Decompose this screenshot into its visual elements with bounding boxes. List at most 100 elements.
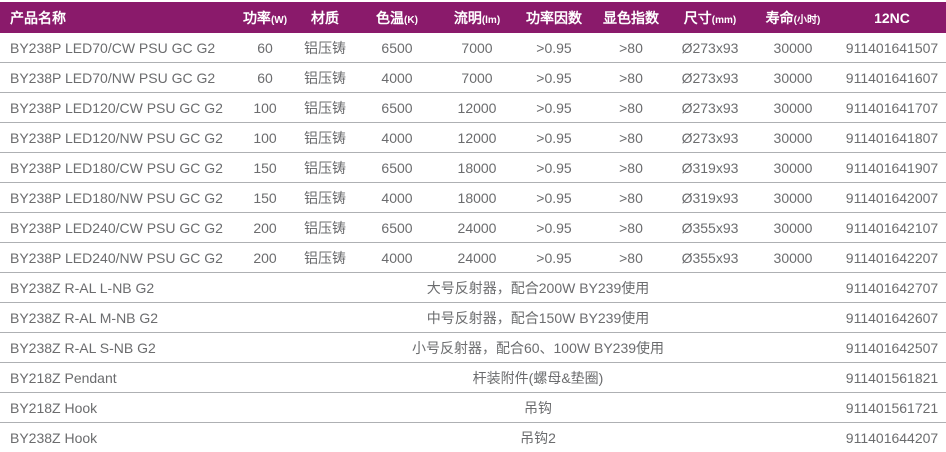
table-row: BY238P LED70/NW PSU GC G2 60 铝压铸 4000 7000 >0… <box>0 62 946 93</box>
header-lifetime-unit: (小时) <box>793 14 821 26</box>
cell-power-factor: >0.95 <box>518 62 590 93</box>
cell-size: Ø273x93 <box>672 122 748 153</box>
header-lumen: 流明(lm) <box>436 2 518 33</box>
cell-material: 铝压铸 <box>292 152 358 183</box>
cell-power-factor: >0.95 <box>518 33 590 63</box>
header-power: 功率(W) <box>238 2 292 33</box>
cell-product-name: BY238Z R-AL M-NB G2 <box>0 302 238 333</box>
cell-product-name: BY218Z Hook <box>0 392 238 423</box>
cell-power: 150 <box>238 182 292 213</box>
cell-cct: 6500 <box>358 92 436 123</box>
header-size-unit: (mm) <box>711 14 737 26</box>
cell-12nc: 911401641607 <box>838 62 946 93</box>
cell-material: 铝压铸 <box>292 212 358 243</box>
header-cct: 色温(K) <box>358 2 436 33</box>
cell-lumen: 18000 <box>436 182 518 213</box>
cell-lifetime: 30000 <box>748 212 838 243</box>
cell-12nc: 911401641907 <box>838 152 946 183</box>
cell-cct: 6500 <box>358 152 436 183</box>
cell-12nc: 911401642707 <box>838 272 946 303</box>
table-row: BY238P LED240/CW PSU GC G2 200 铝压铸 6500 2400… <box>0 212 946 243</box>
header-power-unit: (W) <box>270 14 288 26</box>
cell-product-name: BY238P LED120/CW PSU GC G2 <box>0 92 238 123</box>
cell-lifetime: 30000 <box>748 182 838 213</box>
cell-description: 吊钩2 <box>238 422 838 452</box>
cell-power-factor: >0.95 <box>518 242 590 273</box>
table-row: BY238P LED120/CW PSU GC G2 100 铝压铸 6500 1200… <box>0 92 946 123</box>
header-lumen-unit: (lm) <box>481 14 501 26</box>
cell-size: Ø319x93 <box>672 182 748 213</box>
cell-cct: 4000 <box>358 122 436 153</box>
cell-12nc: 911401641807 <box>838 122 946 153</box>
table-row-accessory: BY218Z Pendant 杆装附件(螺母&垫圈) 911401561821 <box>0 362 946 393</box>
cell-lumen: 18000 <box>436 152 518 183</box>
table-row: BY238P LED180/CW PSU GC G2 150 铝压铸 6500 1800… <box>0 152 946 183</box>
cell-lifetime: 30000 <box>748 33 838 63</box>
cell-power: 200 <box>238 242 292 273</box>
cell-power: 150 <box>238 152 292 183</box>
cell-cct: 4000 <box>358 62 436 93</box>
table-row-accessory: BY238Z R-AL L-NB G2 大号反射器，配合200W BY239使用 9… <box>0 272 946 303</box>
cell-lumen: 24000 <box>436 242 518 273</box>
cell-12nc: 911401642607 <box>838 302 946 333</box>
cell-lumen: 24000 <box>436 212 518 243</box>
cell-material: 铝压铸 <box>292 92 358 123</box>
cell-product-name: BY238Z R-AL L-NB G2 <box>0 272 238 303</box>
cell-material: 铝压铸 <box>292 182 358 213</box>
cell-description: 大号反射器，配合200W BY239使用 <box>238 272 838 303</box>
cell-power: 200 <box>238 212 292 243</box>
cell-lifetime: 30000 <box>748 92 838 123</box>
cell-size: Ø355x93 <box>672 212 748 243</box>
cell-size: Ø273x93 <box>672 92 748 123</box>
cell-cri: >80 <box>590 62 672 93</box>
cell-description: 吊钩 <box>238 392 838 423</box>
cell-12nc: 911401561821 <box>838 362 946 393</box>
cell-power: 60 <box>238 62 292 93</box>
cell-product-name: BY238Z Hook <box>0 422 238 452</box>
cell-power: 60 <box>238 33 292 63</box>
cell-material: 铝压铸 <box>292 122 358 153</box>
cell-cri: >80 <box>590 182 672 213</box>
header-12nc: 12NC <box>838 2 946 33</box>
cell-size: Ø355x93 <box>672 242 748 273</box>
cell-cri: >80 <box>590 242 672 273</box>
table-row-accessory: BY238Z Hook 吊钩2 911401644207 <box>0 422 946 452</box>
cell-power: 100 <box>238 122 292 153</box>
cell-12nc: 911401642207 <box>838 242 946 273</box>
header-size: 尺寸(mm) <box>672 2 748 33</box>
table-row: BY238P LED120/NW PSU GC G2 100 铝压铸 4000 1200… <box>0 122 946 153</box>
cell-lifetime: 30000 <box>748 242 838 273</box>
cell-power-factor: >0.95 <box>518 182 590 213</box>
cell-product-name: BY218Z Pendant <box>0 362 238 393</box>
cell-power-factor: >0.95 <box>518 212 590 243</box>
cell-lumen: 12000 <box>436 92 518 123</box>
cell-product-name: BY238P LED70/CW PSU GC G2 <box>0 33 238 63</box>
header-cri: 显色指数 <box>590 2 672 33</box>
cell-size: Ø273x93 <box>672 33 748 63</box>
cell-material: 铝压铸 <box>292 242 358 273</box>
cell-cri: >80 <box>590 92 672 123</box>
cell-12nc: 911401641707 <box>838 92 946 123</box>
cell-product-name: BY238P LED180/CW PSU GC G2 <box>0 152 238 183</box>
header-power-factor: 功率因数 <box>518 2 590 33</box>
cell-description: 小号反射器，配合60、100W BY239使用 <box>238 332 838 363</box>
cell-cct: 6500 <box>358 212 436 243</box>
header-cct-unit: (K) <box>404 14 418 26</box>
table-row: BY238P LED70/CW PSU GC G2 60 铝压铸 6500 7000 >0… <box>0 33 946 63</box>
table-body: BY238P LED70/CW PSU GC G2 60 铝压铸 6500 7000 >0… <box>0 33 946 452</box>
cell-cct: 4000 <box>358 182 436 213</box>
cell-product-name: BY238P LED240/CW PSU GC G2 <box>0 212 238 243</box>
cell-cri: >80 <box>590 33 672 63</box>
cell-cri: >80 <box>590 212 672 243</box>
cell-lumen: 7000 <box>436 33 518 63</box>
cell-material: 铝压铸 <box>292 33 358 63</box>
cell-12nc: 911401641507 <box>838 33 946 63</box>
cell-12nc: 911401644207 <box>838 422 946 452</box>
table-row: BY238P LED180/NW PSU GC G2 150 铝压铸 4000 1800… <box>0 182 946 213</box>
cell-product-name: BY238P LED70/NW PSU GC G2 <box>0 62 238 93</box>
cell-power-factor: >0.95 <box>518 122 590 153</box>
table-row-accessory: BY238Z R-AL S-NB G2 小号反射器，配合60、100W BY239… <box>0 332 946 363</box>
cell-power-factor: >0.95 <box>518 92 590 123</box>
